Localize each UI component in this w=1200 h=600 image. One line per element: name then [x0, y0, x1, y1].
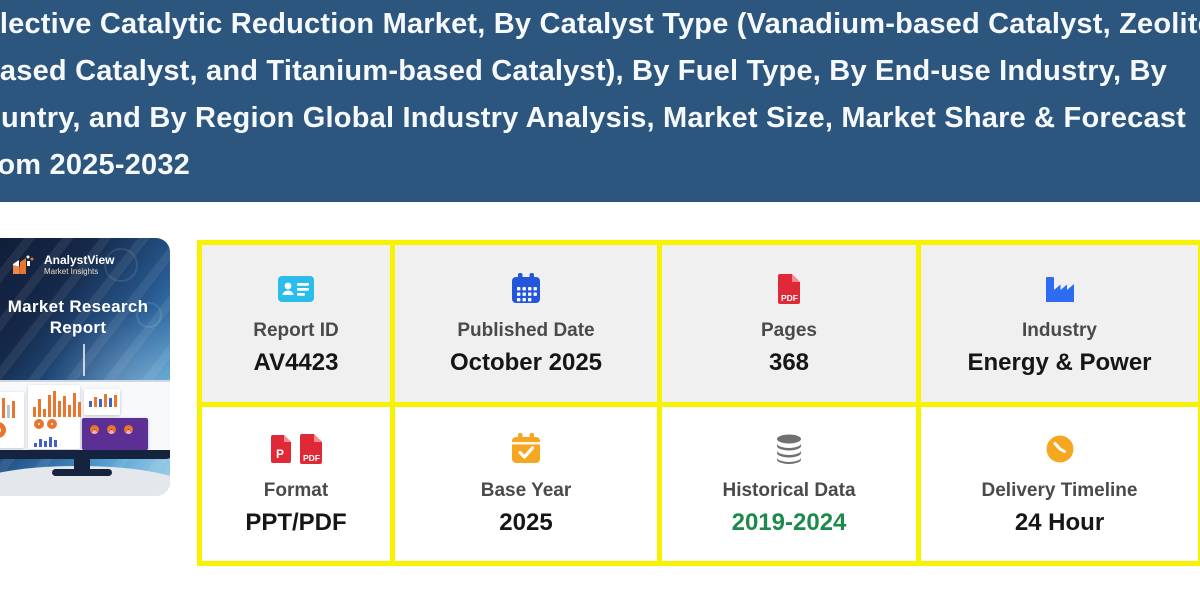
bar-chart-graphic [0, 398, 15, 418]
cover-title: Market Research Report [0, 296, 170, 338]
cell-label: Format [263, 480, 329, 501]
report-title-line-3: Country, and By Region Global Industry A… [0, 102, 1187, 134]
calendar-icon [510, 271, 542, 307]
monitor-graphic [0, 380, 170, 490]
cell-label: Pages [761, 319, 817, 341]
report-title-line-4: from 2025-2032 [0, 149, 190, 181]
chart-doc-2 [28, 385, 81, 449]
chart-doc-1 [0, 392, 24, 448]
cell-value: 2025 [499, 509, 553, 536]
cell-value: 368 [768, 348, 810, 376]
purple-dashboard-panel [82, 418, 148, 450]
pdf-file-icon: PDF [776, 271, 802, 307]
factory-icon [1043, 271, 1077, 307]
analystview-logo-icon [13, 255, 34, 274]
mini-bar-chart-graphic [34, 437, 57, 447]
cover-pointer-line [83, 344, 85, 376]
monitor-screen [0, 380, 170, 454]
cell-label: Report ID [253, 319, 339, 341]
mini-bar-chart-graphic [89, 394, 117, 407]
info-cell-historical-data: Historical Data 2019-2024 [662, 407, 916, 561]
id-card-icon [277, 271, 315, 307]
info-cell-pages: PDF Pages 368 [662, 245, 916, 402]
ppt-pdf-files-icon: P PDF [269, 431, 324, 467]
info-cell-report-id: Report ID AV4423 [202, 245, 390, 402]
cell-value: Energy & Power [967, 348, 1152, 376]
svg-text:PDF: PDF [781, 293, 798, 303]
cell-value: October 2025 [449, 348, 603, 376]
info-cell-format: P PDF Format PPT/PDF [202, 407, 390, 561]
monitor-base [52, 469, 112, 476]
info-cell-industry: Industry Energy & Power [921, 245, 1198, 402]
cover-watermark [136, 302, 162, 328]
database-icon [774, 431, 804, 467]
report-cover-image: AnalystView Market Insights Market Resea… [0, 238, 170, 496]
cover-watermark [104, 248, 138, 282]
monitor-stand [74, 459, 90, 470]
report-title-line-2: based Catalyst, and Titanium-based Catal… [0, 55, 1167, 87]
analystview-logo: AnalystView Market Insights [12, 254, 114, 276]
info-cell-delivery-timeline: Delivery Timeline 24 Hour [921, 407, 1198, 561]
gauge-rings-graphic [90, 425, 133, 434]
cell-label: Industry [1022, 319, 1097, 341]
brand-name: AnalystView [44, 253, 115, 267]
report-info-grid: Report ID AV4423 Published Date October … [197, 240, 1200, 566]
report-title-line-1: Selective Catalytic Reduction Market, By… [0, 8, 1200, 40]
svg-text:P: P [276, 447, 284, 461]
info-cell-base-year: Base Year 2025 [395, 407, 657, 561]
cell-value: PPT/PDF [245, 509, 347, 536]
donut-chart-graphic [0, 422, 6, 438]
bar-chart-graphic [33, 391, 81, 417]
donut-pair-graphic [34, 419, 57, 429]
report-title-banner: Selective Catalytic Reduction Market, By… [0, 0, 1200, 202]
cell-label: Published Date [457, 319, 595, 341]
cell-value: AV4423 [253, 348, 339, 376]
cell-value: 2019-2024 [731, 509, 847, 536]
info-cell-published-date: Published Date October 2025 [395, 245, 657, 402]
cell-value: 24 Hour [1014, 509, 1105, 536]
clock-icon [1045, 431, 1075, 467]
cell-label: Delivery Timeline [981, 480, 1138, 501]
cover-title-line-1: Market Research [7, 297, 149, 316]
chart-card-3 [84, 389, 120, 415]
cover-title-line-2: Report [49, 318, 107, 337]
brand-subtitle: Market Insights [44, 267, 99, 276]
monitor-bezel [0, 450, 170, 459]
calendar-check-icon [510, 431, 542, 467]
svg-text:PDF: PDF [303, 453, 320, 463]
cell-label: Historical Data [722, 480, 856, 501]
cell-label: Base Year [480, 480, 572, 501]
